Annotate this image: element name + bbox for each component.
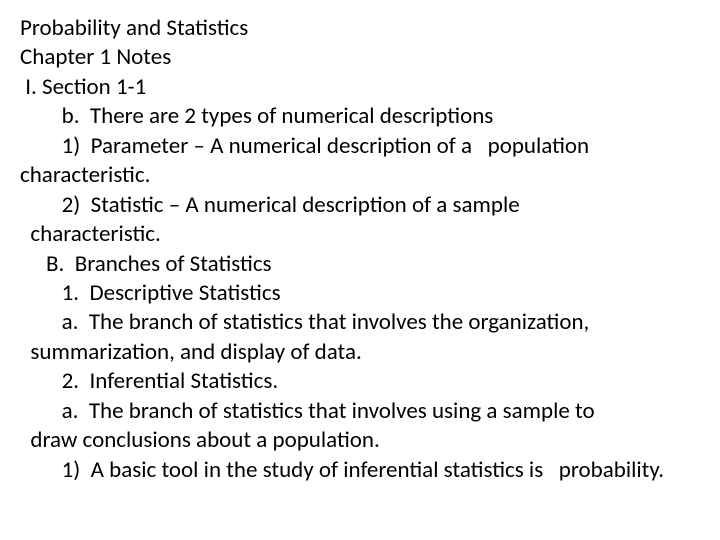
body-line: a. The branch of statistics that involve… [20,308,710,337]
title-line: Probability and Statistics [20,14,710,43]
body-line: a. The branch of statistics that involve… [20,397,710,426]
chapter-line: Chapter 1 Notes [20,43,710,72]
section-line: I. Section 1-1 [20,73,710,102]
body-line: 1) Parameter – A numerical description o… [20,132,710,161]
body-line: draw conclusions about a population. [20,426,710,455]
body-line: 2) Statistic – A numerical description o… [20,191,710,220]
body-line: 1. Descriptive Statistics [20,279,710,308]
subhead-line: B. Branches of Statistics [20,250,710,279]
body-line: characteristic. [20,161,710,190]
body-line: b. There are 2 types of numerical descri… [20,102,710,131]
body-line: 1) A basic tool in the study of inferent… [20,456,710,485]
notes-page: Probability and Statistics Chapter 1 Not… [0,0,720,495]
body-line: summarization, and display of data. [20,338,710,367]
body-line: characteristic. [20,220,710,249]
body-line: 2. Inferential Statistics. [20,367,710,396]
